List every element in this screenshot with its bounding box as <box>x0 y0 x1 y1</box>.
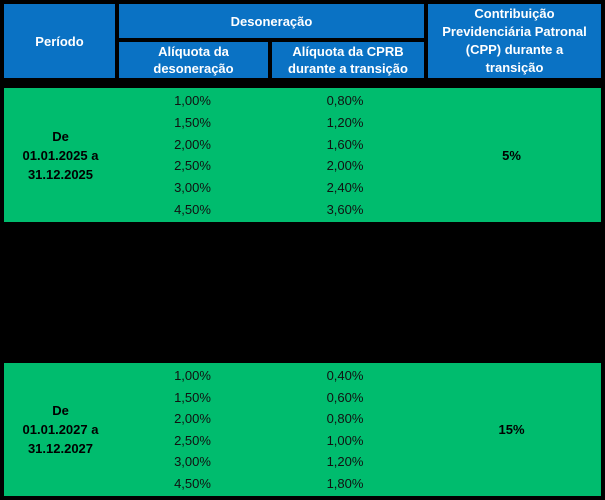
rate-value: 1,50% <box>174 114 211 130</box>
rate-value: 2,40% <box>326 180 364 195</box>
desoneracao-rates-2025: 1,00% 1,50% 2,00% 2,50% 3,00% 4,50% <box>117 88 268 222</box>
cprb-rates-2027: 0,40% 0,60% 0,80% 1,00% 1,20% 1,80% <box>268 363 422 496</box>
rate-value: 3,60% <box>326 201 364 217</box>
cpp-value-2027: 15% <box>498 422 525 437</box>
rate-value: 2,00% <box>174 136 211 152</box>
header-desoneracao: Desoneração <box>119 4 424 38</box>
header-periodo: Período <box>4 4 115 78</box>
table-header: Período Desoneração Alíquota da desonera… <box>4 4 601 78</box>
rate-value: 1,00% <box>174 368 211 384</box>
rate-value: 3,00% <box>174 180 211 195</box>
rate-value: 2,00% <box>174 411 211 427</box>
rate-value: 2,00% <box>326 158 364 174</box>
header-body-separator <box>4 78 601 88</box>
cpp-value-2025: 5% <box>502 147 521 163</box>
rate-value: 1,20% <box>326 454 364 470</box>
rate-value: 1,60% <box>326 136 364 152</box>
rate-value: 0,80% <box>326 411 364 427</box>
redacted-section-2026 <box>0 222 605 363</box>
cprb-rates-2025: 0,80% 1,20% 1,60% 2,00% 2,40% 3,60% <box>268 88 422 222</box>
rate-value: 4,50% <box>174 201 211 217</box>
rate-value: 1,00% <box>174 93 211 109</box>
rate-value: 1,50% <box>174 389 211 405</box>
period-2025: De 01.01.2025 a 31.12.2025 <box>22 128 99 182</box>
rate-value: 0,80% <box>326 93 364 109</box>
header-cpp: Contribuição Previdenciária Patronal (CP… <box>428 4 601 78</box>
rate-value: 4,50% <box>174 475 211 491</box>
header-aliquota-cprb: Alíquota da CPRB durante a transição <box>272 42 424 78</box>
period-2027: De 01.01.2027 a 31.12.2027 <box>22 403 99 456</box>
rate-value: 0,60% <box>326 389 364 405</box>
section-2027: De 01.01.2027 a 31.12.2027 1,00% 1,50% 2,0… <box>4 363 601 496</box>
header-aliquota-desoneracao: Alíquota da desoneração <box>119 42 268 78</box>
rate-value: 1,80% <box>326 475 364 491</box>
section-2025: De 01.01.2025 a 31.12.2025 1,00% 1,50% 2,0… <box>4 88 601 222</box>
rate-value: 2,50% <box>174 432 211 448</box>
rate-value: 1,20% <box>326 114 364 130</box>
rate-value: 3,00% <box>174 454 211 470</box>
rate-value: 0,40% <box>326 368 364 384</box>
desoneracao-rates-2027: 1,00% 1,50% 2,00% 2,50% 3,00% 4,50% <box>117 363 268 496</box>
rate-value: 1,00% <box>326 432 364 448</box>
rate-value: 2,50% <box>174 158 211 174</box>
